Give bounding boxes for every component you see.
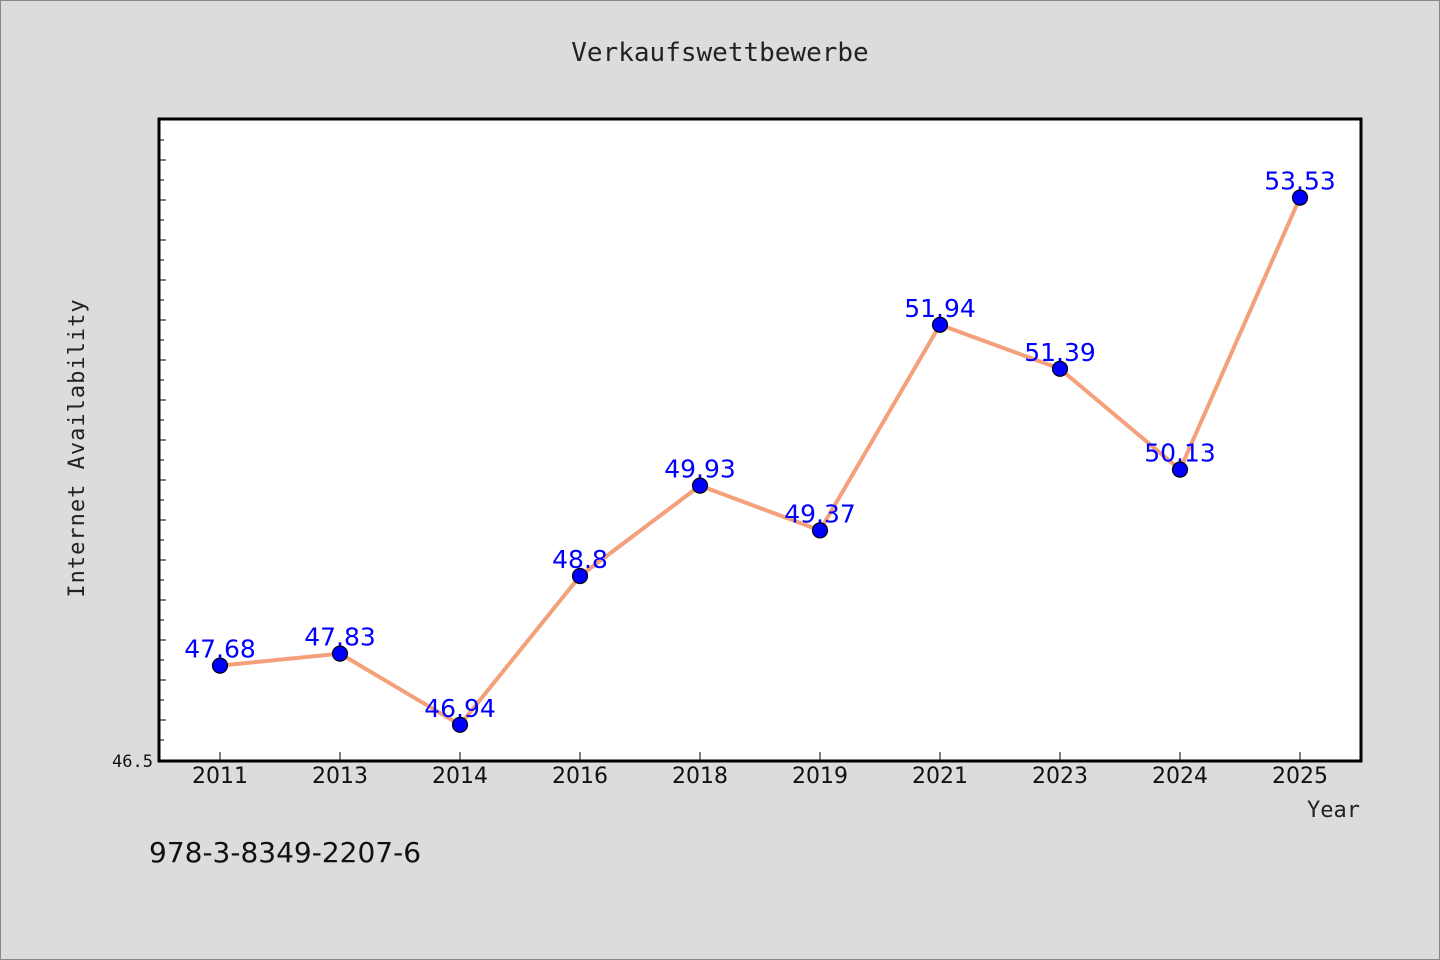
x-tick-label: 2023 bbox=[1032, 764, 1088, 789]
x-tick-label: 2013 bbox=[312, 764, 368, 789]
data-label: 48.8 bbox=[552, 545, 608, 574]
data-label: 51.39 bbox=[1024, 338, 1096, 367]
data-point bbox=[571, 567, 589, 585]
x-tick-label: 2019 bbox=[792, 764, 848, 789]
data-labels: 47.68 47.83 46.94 48.8 49.93 49.37 51.94 51.39 5… bbox=[184, 167, 1336, 723]
x-tick-label: 2018 bbox=[672, 764, 728, 789]
data-point bbox=[1171, 461, 1189, 478]
data-point bbox=[1291, 189, 1309, 206]
x-tick-label: 2014 bbox=[432, 764, 488, 789]
data-point bbox=[811, 522, 829, 539]
x-tick-label: 2024 bbox=[1152, 764, 1208, 789]
data-point bbox=[451, 716, 469, 733]
x-tick-label: 2011 bbox=[192, 764, 248, 789]
plot-area bbox=[157, 117, 1363, 763]
data-label: 49.93 bbox=[664, 455, 736, 484]
data-point bbox=[331, 645, 349, 662]
series-line bbox=[219, 196, 1302, 727]
isbn-text: 978-3-8349-2207-6 bbox=[149, 836, 421, 869]
data-label: 51.94 bbox=[904, 294, 976, 323]
x-tick-label: 2025 bbox=[1272, 764, 1328, 789]
y-axis-label: Internet Availability bbox=[65, 298, 90, 597]
y-tick-label: 46.5 bbox=[112, 752, 153, 772]
data-label: 50.13 bbox=[1144, 439, 1216, 468]
data-point bbox=[211, 657, 229, 674]
series-markers bbox=[211, 189, 1309, 733]
data-point bbox=[1051, 360, 1069, 377]
data-label: 49.37 bbox=[784, 499, 856, 528]
x-axis-ticks bbox=[219, 752, 1301, 760]
data-label: 53.53 bbox=[1264, 167, 1336, 196]
chart-title: Verkaufswettbewerbe bbox=[571, 38, 868, 68]
x-tick-labels: 2011 2013 2014 2016 2018 2019 2021 2023 2024 2025 bbox=[192, 764, 1328, 789]
data-label: 47.68 bbox=[184, 635, 256, 664]
x-tick-label: 2021 bbox=[912, 764, 968, 789]
data-point bbox=[931, 316, 949, 333]
y-axis-ticks bbox=[160, 119, 166, 761]
x-axis-label: Year bbox=[1307, 798, 1360, 823]
data-label: 46.94 bbox=[424, 694, 496, 723]
data-point bbox=[691, 477, 709, 494]
data-label: 47.83 bbox=[304, 623, 376, 652]
x-tick-label: 2016 bbox=[552, 764, 608, 789]
